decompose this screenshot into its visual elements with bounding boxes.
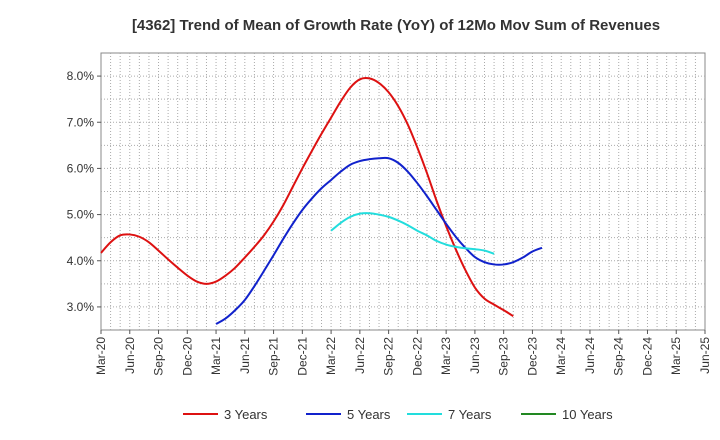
x-tick-label: Jun-21 — [238, 337, 252, 374]
x-tick-label: Dec-22 — [410, 337, 424, 376]
x-tick-label: Sep-22 — [382, 337, 396, 376]
x-axis: Mar-20 Jun-20 Sep-20 Dec-20 Mar-21 Jun-21 Sep-… — [94, 330, 712, 376]
y-axis: 3.0% 4.0% 5.0% 6.0% 7.0% 8.0% — [67, 69, 101, 314]
x-tick-label: Mar-24 — [554, 337, 568, 375]
y-tick-label: 3.0% — [67, 300, 95, 314]
y-tick-label: 5.0% — [67, 208, 95, 222]
legend-label: 3 Years — [224, 407, 268, 422]
y-tick-label: 8.0% — [67, 69, 95, 83]
legend: 3 Years 5 Years 7 Years 10 Years — [183, 407, 613, 422]
x-tick-label: Jun-24 — [583, 337, 597, 374]
series-line-5-years — [215, 156, 543, 325]
legend-label: 10 Years — [562, 407, 613, 422]
x-tick-label: Mar-20 — [94, 337, 108, 375]
y-tick-label: 6.0% — [67, 161, 95, 175]
x-tick-label: Mar-21 — [209, 337, 223, 375]
chart-title: [4362] Trend of Mean of Growth Rate (YoY… — [132, 17, 660, 34]
series-lines — [100, 77, 543, 325]
x-tick-label: Mar-22 — [324, 337, 338, 375]
x-tick-label: Sep-20 — [152, 337, 166, 376]
x-tick-label: Dec-23 — [525, 337, 539, 376]
y-tick-label: 4.0% — [67, 254, 95, 268]
series-line-7-years — [330, 212, 495, 255]
x-tick-label: Mar-25 — [669, 337, 683, 375]
x-tick-label: Dec-24 — [640, 337, 654, 376]
legend-label: 5 Years — [347, 407, 391, 422]
x-tick-label: Jun-20 — [123, 337, 137, 374]
x-tick-label: Jun-25 — [698, 337, 712, 374]
x-tick-label: Sep-23 — [497, 337, 511, 376]
grid — [101, 53, 705, 330]
x-tick-label: Sep-21 — [267, 337, 281, 376]
x-tick-label: Jun-23 — [468, 337, 482, 374]
x-tick-label: Mar-23 — [439, 337, 453, 375]
x-tick-label: Dec-21 — [295, 337, 309, 376]
y-tick-label: 7.0% — [67, 115, 95, 129]
legend-label: 7 Years — [448, 407, 492, 422]
x-tick-label: Sep-24 — [612, 337, 626, 376]
x-tick-label: Jun-22 — [353, 337, 367, 374]
x-tick-label: Dec-20 — [180, 337, 194, 376]
